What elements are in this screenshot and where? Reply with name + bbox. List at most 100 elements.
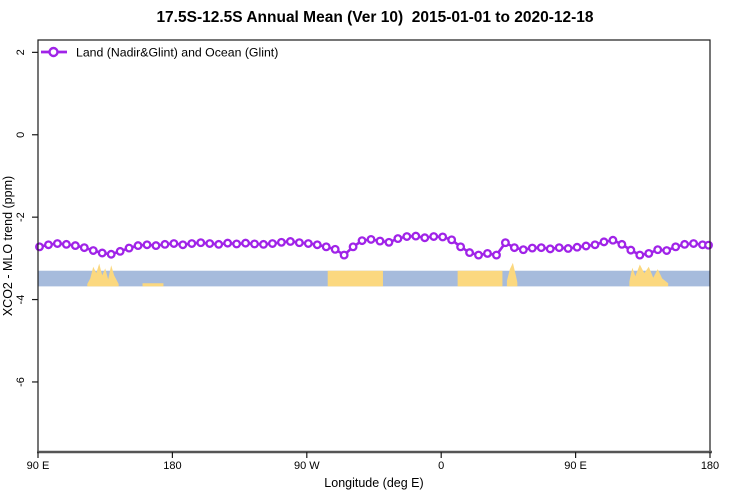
land-patch-africa <box>457 270 503 287</box>
data-point-marker <box>151 241 161 251</box>
y-axis-tick-label: 2 <box>15 49 27 55</box>
land-patch-madagascar <box>506 262 518 287</box>
data-point-marker <box>509 243 519 253</box>
data-point-marker <box>518 245 528 255</box>
data-point-marker <box>402 232 412 241</box>
data-point-marker <box>581 241 591 251</box>
data-point-marker <box>500 238 510 248</box>
data-point-marker <box>689 239 699 248</box>
data-point-marker <box>223 238 233 248</box>
data-point-marker <box>178 240 188 250</box>
data-point-marker <box>375 236 385 246</box>
data-point-marker <box>303 239 313 248</box>
data-point-marker <box>420 233 430 243</box>
data-point-marker <box>124 243 134 253</box>
data-point-marker <box>312 240 322 250</box>
data-point-marker <box>61 239 71 249</box>
data-point-marker <box>554 243 564 253</box>
data-point-marker <box>617 239 627 249</box>
data-point-marker <box>339 250 349 260</box>
legend-marker-sample <box>48 46 59 58</box>
data-point-marker <box>456 242 466 252</box>
data-point-marker <box>671 242 681 252</box>
legend-label: Land (Nadir&Glint) and Ocean (Glint) <box>76 46 278 60</box>
data-point-marker <box>160 239 170 249</box>
data-point-marker <box>626 245 636 255</box>
data-point-marker <box>187 239 197 248</box>
data-point-marker <box>411 231 421 241</box>
data-point-marker <box>196 238 206 248</box>
data-point-marker <box>590 240 600 250</box>
data-point-marker <box>133 241 143 251</box>
data-point-marker <box>635 250 645 260</box>
data-point-marker <box>88 246 98 255</box>
land-patch-south-america <box>327 270 383 287</box>
data-point-marker <box>572 242 582 252</box>
y-axis-tick-label: -4 <box>15 295 27 305</box>
data-point-marker <box>205 239 215 248</box>
data-point-marker <box>70 241 80 251</box>
data-point-marker <box>465 248 475 258</box>
x-axis-tick-label: 180 <box>163 460 181 472</box>
data-point-marker <box>536 243 546 253</box>
data-point-marker <box>232 239 242 249</box>
y-axis-tick-label: 0 <box>15 132 27 138</box>
data-point-marker <box>563 244 573 253</box>
data-point-marker <box>438 232 448 242</box>
data-point-marker <box>250 239 259 249</box>
data-point-marker <box>447 235 457 245</box>
x-axis-tick-label: 180 <box>701 460 719 472</box>
data-point-marker <box>79 243 89 253</box>
data-point-marker <box>527 243 537 253</box>
data-point-marker <box>483 248 492 258</box>
data-point-marker <box>259 239 268 249</box>
data-point-marker <box>285 237 295 246</box>
data-point-marker <box>35 242 44 252</box>
chart-title: 17.5S-12.5S Annual Mean (Ver 10) 2015-01… <box>156 9 594 26</box>
data-point-marker <box>214 239 224 249</box>
data-point-marker <box>97 248 107 258</box>
y-axis-tick-label: -2 <box>15 212 27 222</box>
data-point-marker <box>276 237 286 247</box>
land-patch-australia-west <box>87 263 119 287</box>
data-point-marker <box>599 237 609 247</box>
data-point-marker <box>294 238 304 248</box>
data-point-marker <box>429 232 439 241</box>
data-point-marker <box>384 237 394 247</box>
x-axis-label: Longitude (deg E) <box>324 476 423 490</box>
data-point-marker <box>321 242 331 252</box>
data-point-marker <box>348 242 358 252</box>
y-axis-tick-label: -6 <box>15 377 27 387</box>
land-patch-australia-east <box>629 264 669 287</box>
data-point-marker <box>330 244 340 254</box>
data-point-marker <box>644 248 654 258</box>
land-patch-pacific-islands <box>142 283 164 287</box>
data-point-marker <box>608 235 618 245</box>
data-point-marker <box>52 239 62 248</box>
data-point-marker <box>492 250 501 260</box>
series-line <box>39 234 709 257</box>
data-point-marker <box>653 245 663 255</box>
data-point-marker <box>662 246 672 255</box>
data-point-marker <box>357 236 367 246</box>
x-axis-tick-label: 90 E <box>27 460 50 472</box>
data-point-marker <box>366 234 376 244</box>
data-point-marker <box>393 234 403 244</box>
data-point-marker <box>169 239 179 248</box>
data-point-marker <box>115 246 125 256</box>
data-point-marker <box>241 238 251 248</box>
x-axis-tick-label: 90 W <box>294 460 320 472</box>
data-point-marker <box>545 244 555 254</box>
data-point-marker <box>680 239 690 249</box>
x-axis-tick-label: 0 <box>438 460 444 472</box>
data-point-marker <box>474 250 483 260</box>
data-point-marker <box>44 240 53 250</box>
data-point-marker <box>704 240 713 250</box>
data-point-marker <box>142 240 152 250</box>
x-axis-tick-label: 90 E <box>564 460 587 472</box>
y-axis-label: XCO2 - MLO trend (ppm) <box>1 176 15 316</box>
data-point-marker <box>268 239 277 248</box>
data-point-marker <box>106 249 116 259</box>
